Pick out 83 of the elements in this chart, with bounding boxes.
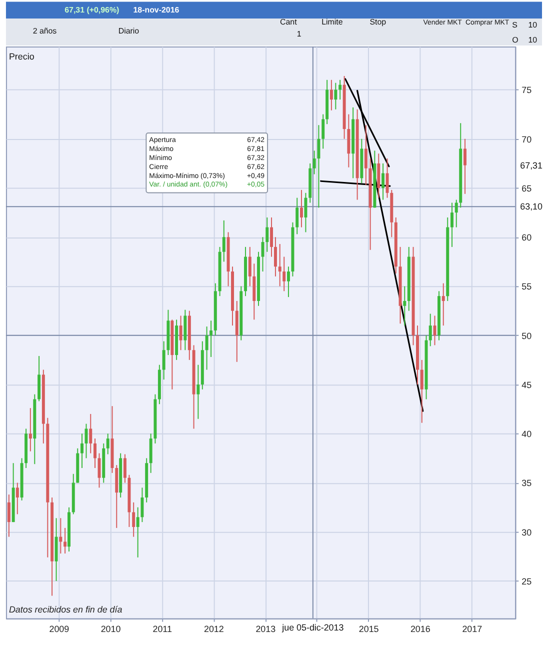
candlestick bbox=[334, 82, 338, 110]
candlestick bbox=[274, 236, 277, 277]
candlestick bbox=[59, 518, 62, 554]
candlestick bbox=[248, 246, 252, 287]
candlestick bbox=[403, 286, 406, 326]
candlestick bbox=[266, 216, 269, 252]
ref-line-label: 63,10 bbox=[520, 202, 543, 212]
candlestick bbox=[300, 189, 303, 228]
candlestick bbox=[304, 192, 308, 233]
candlestick bbox=[64, 527, 67, 554]
candlestick bbox=[338, 79, 342, 100]
text: Limite bbox=[322, 18, 344, 27]
y-tick-label: 70 bbox=[522, 134, 532, 144]
candlestick bbox=[428, 313, 432, 347]
y-tick-label: 30 bbox=[522, 527, 532, 538]
text: 10 bbox=[528, 36, 538, 45]
candlestick bbox=[196, 364, 200, 420]
candlestick bbox=[330, 79, 333, 111]
text: 67,31 bbox=[520, 160, 543, 170]
y-tick-label: 45 bbox=[522, 380, 532, 390]
x-tick-label: 2011 bbox=[152, 624, 172, 634]
candlestick bbox=[106, 433, 110, 455]
candlestick bbox=[16, 482, 19, 515]
y-tick-label: 25 bbox=[522, 576, 532, 586]
candlestick bbox=[286, 266, 290, 298]
candlestick bbox=[364, 124, 368, 186]
candlestick bbox=[205, 326, 208, 370]
text: 1 bbox=[296, 30, 302, 39]
x-tick-label: 2015 bbox=[358, 624, 379, 634]
y-tick-label: 50 bbox=[522, 330, 532, 341]
candlestick bbox=[28, 408, 32, 452]
candlestick bbox=[222, 220, 226, 262]
candlestick bbox=[386, 158, 389, 198]
text: Diario bbox=[118, 26, 140, 36]
candlestick bbox=[89, 413, 92, 454]
text: 10 bbox=[528, 20, 538, 30]
candlestick bbox=[454, 199, 458, 228]
candlestick bbox=[123, 454, 126, 484]
text: Stop bbox=[370, 18, 387, 27]
x-tick-label: 2013 bbox=[256, 624, 276, 634]
candlestick bbox=[162, 340, 166, 380]
text: 18-nov-2016 bbox=[133, 6, 180, 15]
candlestick bbox=[80, 433, 84, 469]
y-tick-label: 35 bbox=[522, 478, 532, 488]
candlestick bbox=[84, 423, 88, 459]
candlestick bbox=[463, 138, 466, 194]
y-tick-label: 65 bbox=[522, 183, 532, 194]
candlestick bbox=[296, 197, 299, 235]
candlestick bbox=[132, 502, 136, 538]
candlestick bbox=[420, 359, 424, 424]
candlestick bbox=[312, 150, 316, 175]
x-tick-label: 2009 bbox=[49, 624, 70, 634]
y-tick-label: 60 bbox=[522, 232, 532, 243]
annotation: Precio bbox=[8, 51, 34, 62]
candlestick bbox=[98, 452, 101, 488]
x-tick-label: 2012 bbox=[204, 624, 224, 634]
candlestick bbox=[450, 202, 454, 248]
y-tick-label: 40 bbox=[522, 429, 532, 440]
candlestick bbox=[278, 243, 282, 287]
x-tick-label: 2010 bbox=[100, 624, 121, 634]
candlestick bbox=[442, 282, 445, 326]
candlestick bbox=[140, 487, 144, 523]
candlestick bbox=[282, 256, 286, 292]
text: O bbox=[512, 36, 518, 45]
text: 67,31 (+0,96%) bbox=[64, 6, 120, 15]
candlestick bbox=[270, 216, 274, 258]
ref-line-label: jue 05-dic-2013 bbox=[281, 622, 344, 632]
candlestick bbox=[210, 320, 213, 358]
text: 2 años bbox=[32, 26, 57, 36]
text: S bbox=[512, 20, 518, 30]
candlestick bbox=[7, 494, 10, 538]
candlestick bbox=[382, 162, 385, 200]
candlestick bbox=[179, 315, 182, 351]
x-tick-label: 2017 bbox=[462, 624, 482, 634]
y-tick-label: 55 bbox=[522, 282, 532, 292]
y-tick-label: 75 bbox=[522, 85, 532, 96]
annotation: Datos recibidos en fin de día bbox=[8, 604, 122, 614]
candlestick bbox=[94, 438, 96, 469]
x-tick-label: 2016 bbox=[410, 624, 430, 634]
text: Cant bbox=[280, 18, 298, 27]
candlestick bbox=[322, 114, 325, 150]
candlestick bbox=[136, 506, 140, 558]
candlestick bbox=[317, 124, 320, 208]
